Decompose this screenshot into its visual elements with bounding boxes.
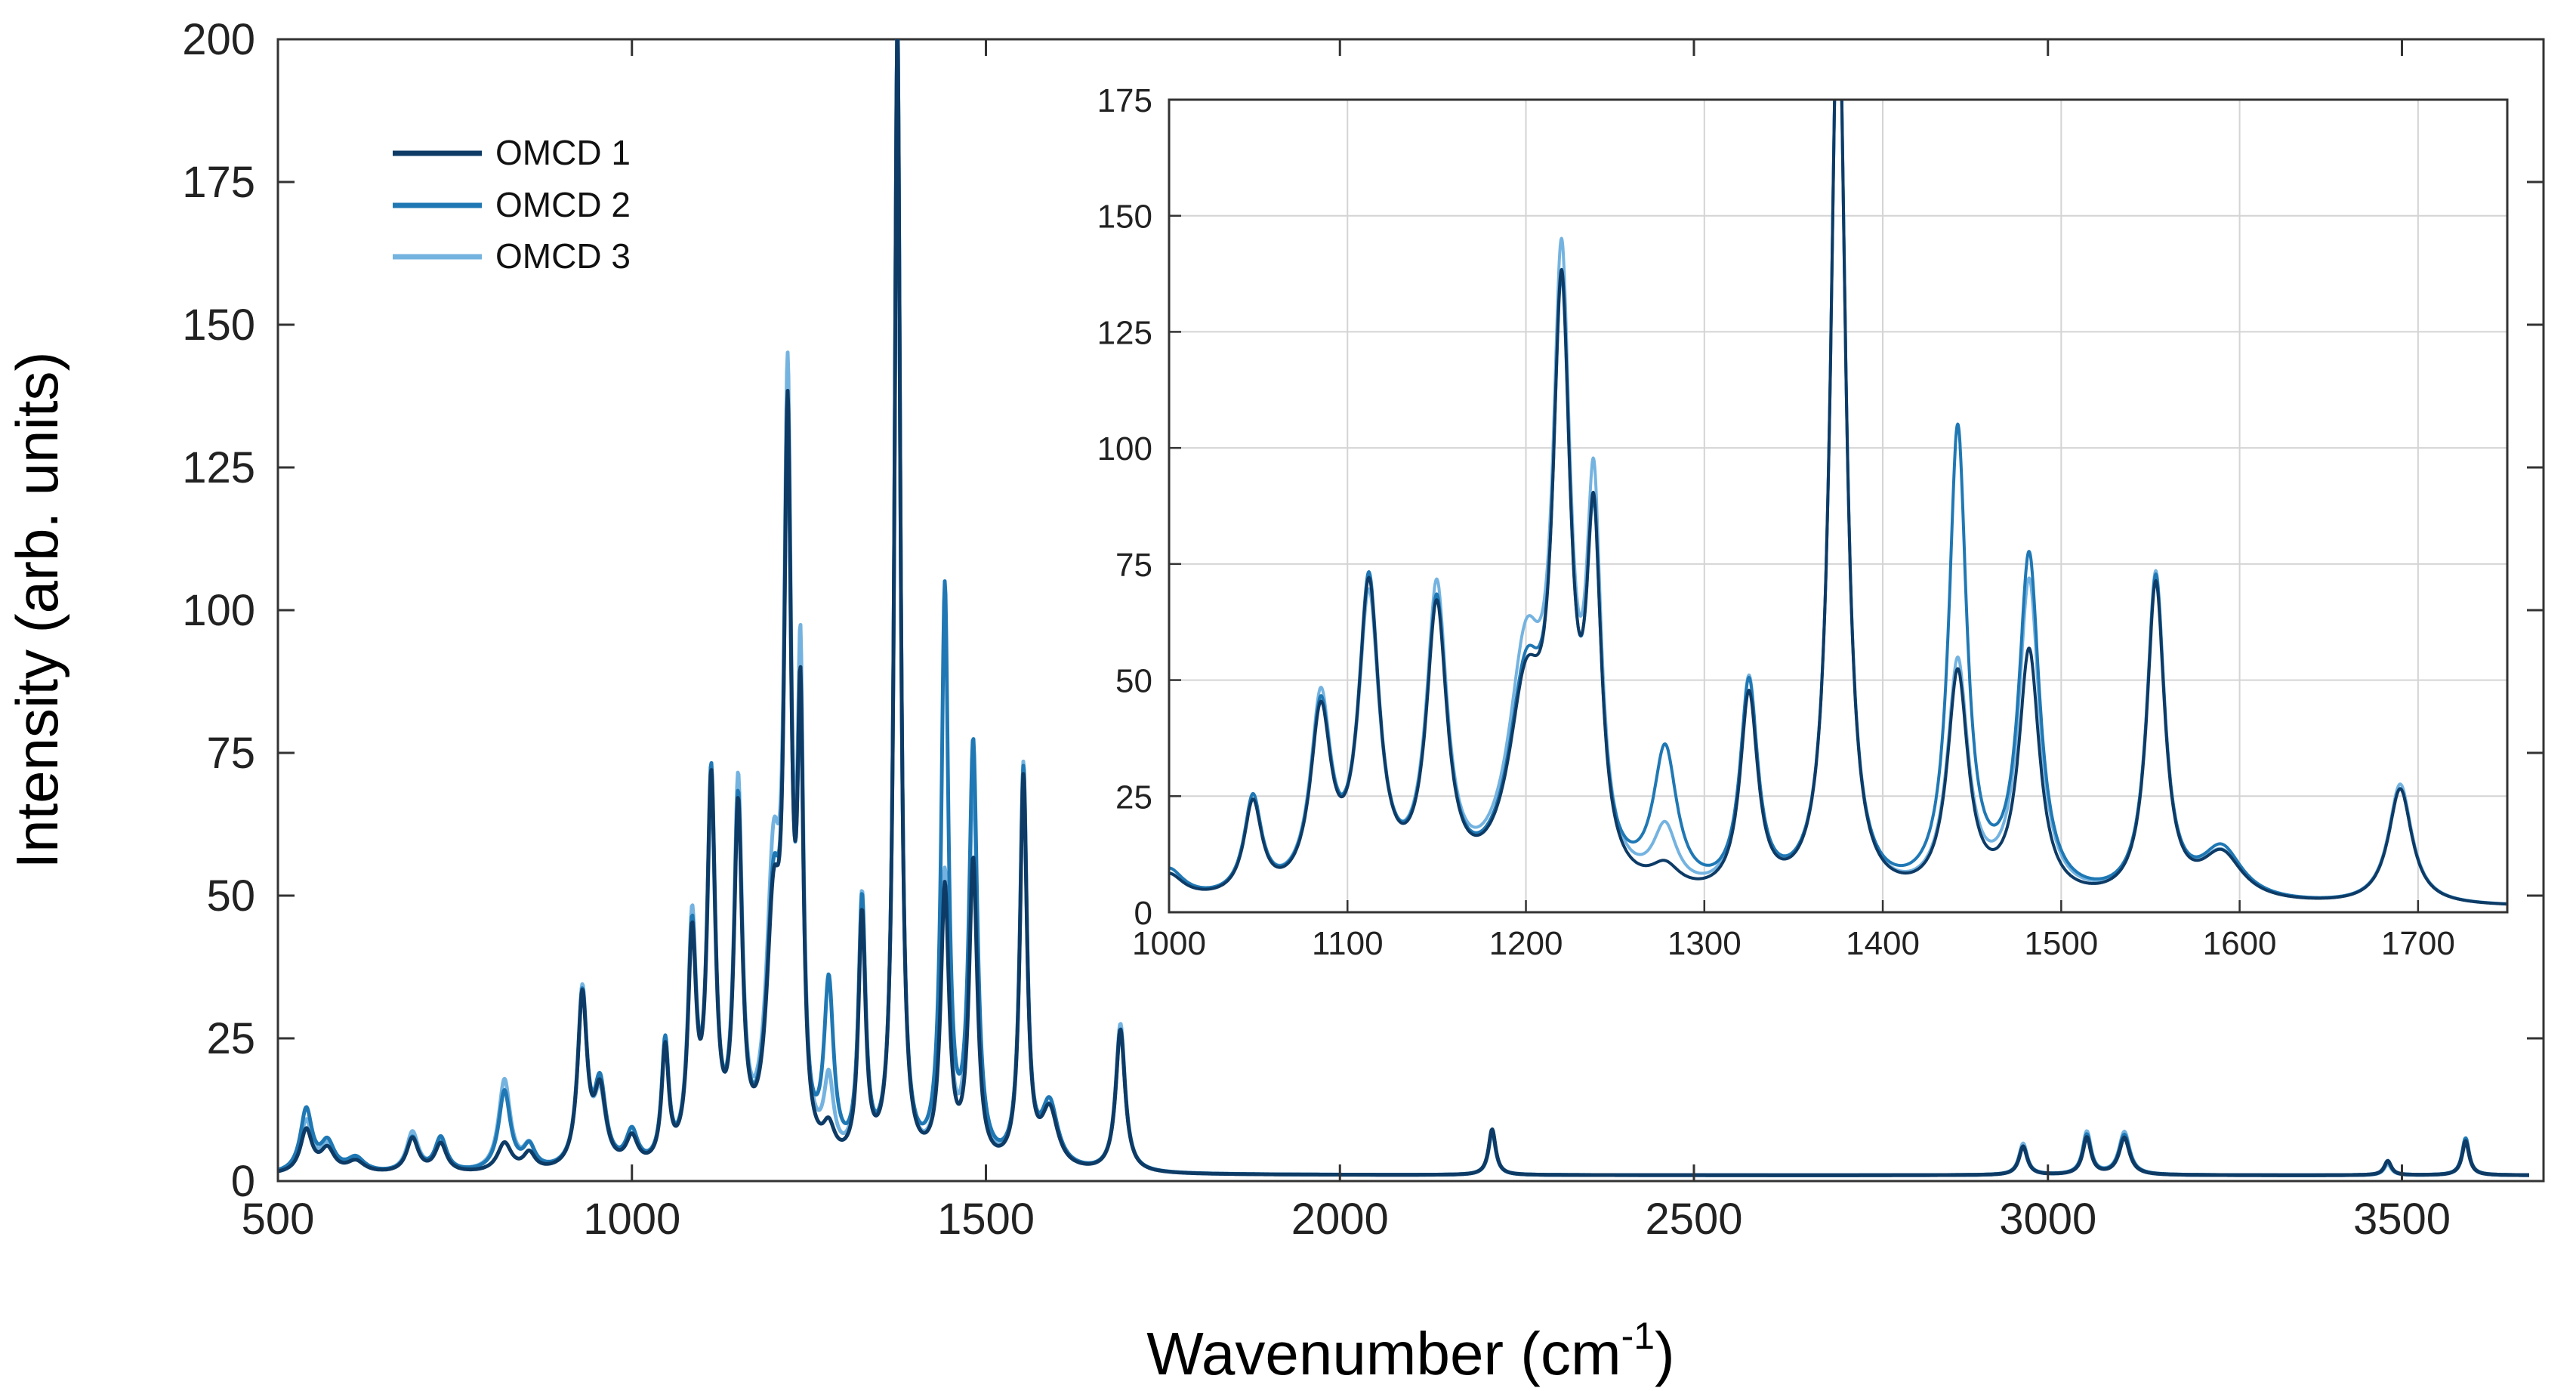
inset-y-tick-label: 175 xyxy=(1097,82,1152,119)
inset-plot-frame xyxy=(1168,98,2509,914)
inset-y-tick-label: 100 xyxy=(1097,430,1152,467)
y-tick-label: 150 xyxy=(182,301,255,350)
series-line-omcd-1 xyxy=(278,39,2531,1177)
inset-y-tick-label: 50 xyxy=(1115,663,1152,700)
x-tick-label: 1500 xyxy=(937,1195,1035,1244)
legend-label-omcd-3: OMCD 3 xyxy=(495,236,631,276)
y-tick-label: 50 xyxy=(206,871,255,921)
y-tick-label: 75 xyxy=(206,729,255,778)
y-tick-label: 200 xyxy=(182,15,255,64)
series-line-omcd-1 xyxy=(1169,100,2507,906)
y-tick-label: 175 xyxy=(182,158,255,207)
main-series-group xyxy=(278,39,2531,1177)
y-tick-label: 125 xyxy=(182,443,255,492)
legend-label-omcd-1: OMCD 1 xyxy=(495,133,631,172)
inset-x-tick-label: 1100 xyxy=(1312,925,1384,962)
inset-x-tick-label: 1400 xyxy=(1846,925,1920,962)
x-axis-title-end: ) xyxy=(1655,1320,1675,1387)
inset-series-group xyxy=(1169,100,2507,906)
inset-x-tick-label: 1000 xyxy=(1132,925,1206,962)
inset-y-tick-label: 125 xyxy=(1097,314,1152,351)
x-axis-title: Wavenumber (cm-1) xyxy=(1146,1315,1674,1387)
x-tick-label: 2500 xyxy=(1645,1195,1742,1244)
inset-y-tick-label: 0 xyxy=(1134,895,1152,932)
inset-x-tick-label: 1500 xyxy=(2024,925,2098,962)
x-tick-label: 3000 xyxy=(1999,1195,2096,1244)
inset-background xyxy=(1169,100,2507,912)
main-axis-ticks: 500 1000 1500 2000 2500 3000 35000255075100125… xyxy=(182,15,2544,1244)
inset-y-tick-label: 25 xyxy=(1115,779,1152,816)
inset-y-tick-label: 75 xyxy=(1115,547,1152,584)
legend: OMCD 1 OMCD 2 OMCD 3 xyxy=(393,133,631,276)
inset-x-tick-label: 1700 xyxy=(2381,925,2455,962)
legend-label-omcd-2: OMCD 2 xyxy=(495,185,631,224)
x-tick-label: 500 xyxy=(242,1195,315,1244)
y-tick-label: 0 xyxy=(231,1157,255,1206)
x-tick-label: 3500 xyxy=(2353,1195,2451,1244)
x-tick-label: 1000 xyxy=(583,1195,680,1244)
inset-axis-ticks: 1000 1100 1200 1300 1400 1500 1600 1700 0 25 50 75 1… xyxy=(1097,82,2455,962)
inset-x-tick-label: 1300 xyxy=(1667,925,1741,962)
x-axis-title-sup: -1 xyxy=(1621,1315,1655,1357)
y-axis-title: Intensity (arb. units) xyxy=(4,352,70,869)
inset-x-tick-label: 1600 xyxy=(2203,925,2277,962)
y-tick-label: 25 xyxy=(206,1014,255,1063)
inset-y-tick-label: 150 xyxy=(1097,199,1152,236)
inset-x-tick-label: 1200 xyxy=(1489,925,1563,962)
x-axis-title-main: Wavenumber (cm xyxy=(1146,1320,1621,1387)
y-tick-label: 100 xyxy=(182,586,255,635)
x-tick-label: 2000 xyxy=(1291,1195,1389,1244)
